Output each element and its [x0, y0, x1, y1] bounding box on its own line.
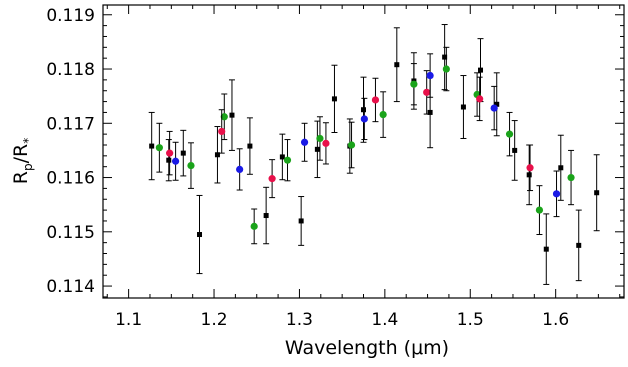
y-tick-label: 0.119 [46, 6, 95, 26]
data-point-circle [187, 162, 195, 170]
data-point-square [279, 154, 285, 160]
data-point-square [314, 146, 320, 152]
data-point-circle [535, 206, 544, 214]
data-point-circle [322, 139, 330, 147]
data-point-circle [426, 71, 434, 80]
data-point-circle [236, 165, 244, 174]
data-point-square [229, 112, 235, 118]
data-point-circle [490, 104, 498, 112]
data-point-square [594, 190, 600, 196]
x-axis-label: Wavelength (μm) [285, 337, 449, 359]
data-point-square [361, 107, 366, 113]
data-point-square [526, 172, 532, 178]
data-point-square [214, 152, 220, 158]
y-axis-label: Rp/R* [10, 138, 35, 184]
data-point-square [247, 143, 253, 149]
data-point-circle [567, 173, 575, 182]
data-point-circle [442, 65, 450, 73]
data-point-circle [316, 134, 324, 143]
data-point-circle [552, 190, 561, 198]
y-tick-label: 0.114 [46, 277, 95, 297]
data-point-square [298, 218, 304, 224]
data-point-circle [423, 88, 431, 96]
data-point-square [331, 96, 337, 102]
x-tick-label: 1.4 [371, 310, 398, 330]
data-point-circle [283, 156, 292, 164]
x-tick-label: 1.5 [457, 310, 484, 330]
x-tick-label: 1.2 [201, 310, 228, 330]
data-point-circle [371, 96, 380, 104]
data-point-circle [379, 111, 387, 119]
data-point-circle [250, 222, 258, 230]
data-point-square [394, 62, 400, 68]
data-point-square [478, 67, 484, 73]
data-point-square [512, 147, 518, 153]
data-marks [148, 24, 600, 285]
data-point-square [427, 109, 433, 115]
data-point-square [180, 150, 186, 156]
y-tick-label: 0.117 [46, 114, 95, 134]
data-point-square [149, 143, 155, 149]
data-point-circle [220, 113, 228, 121]
data-point-square [263, 213, 269, 219]
data-point-square [576, 242, 582, 248]
axis-ticks [103, 5, 624, 298]
data-point-circle [300, 138, 309, 146]
x-tick-label: 1.6 [542, 310, 569, 330]
y-tick-label: 0.118 [46, 60, 95, 80]
y-tick-label: 0.116 [46, 169, 95, 189]
data-point-circle [505, 130, 514, 138]
tick-labels: 1.1 1.2 1.3 1.4 1.5 1.6 0.114 0.115 0.116 0.117 0.… [46, 6, 569, 330]
y-tick-label: 0.115 [46, 223, 95, 243]
data-point-circle [171, 157, 180, 165]
data-point-circle [347, 141, 356, 149]
data-point-square [543, 246, 549, 252]
data-point-circle [155, 144, 163, 152]
x-tick-label: 1.3 [286, 310, 313, 330]
data-point-square [460, 104, 466, 110]
data-point-circle [410, 80, 418, 88]
data-point-square [494, 101, 500, 107]
data-point-square [558, 165, 564, 171]
x-tick-label: 1.1 [115, 310, 142, 330]
data-point-circle [268, 175, 276, 183]
data-point-circle [218, 127, 226, 136]
data-point-circle [166, 149, 174, 157]
data-point-square [197, 232, 203, 238]
data-point-circle [476, 95, 484, 103]
data-point-square [442, 54, 448, 60]
data-point-circle [360, 115, 368, 123]
y-axis-label-group: Rp/R* [10, 138, 35, 184]
data-point-square [166, 157, 172, 163]
data-point-circle [526, 164, 534, 172]
